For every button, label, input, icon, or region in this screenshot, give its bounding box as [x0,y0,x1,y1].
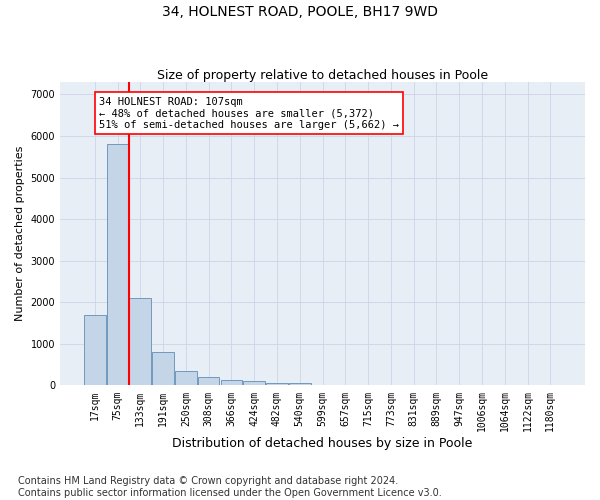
Y-axis label: Number of detached properties: Number of detached properties [15,146,25,322]
Text: 34 HOLNEST ROAD: 107sqm
← 48% of detached houses are smaller (5,372)
51% of semi: 34 HOLNEST ROAD: 107sqm ← 48% of detache… [99,96,399,130]
Bar [266,383,288,386]
Bar [152,352,174,386]
Text: Contains HM Land Registry data © Crown copyright and database right 2024.
Contai: Contains HM Land Registry data © Crown c… [18,476,442,498]
Bar [107,144,128,386]
Bar [244,381,265,386]
Bar [221,380,242,386]
Text: 34, HOLNEST ROAD, POOLE, BH17 9WD: 34, HOLNEST ROAD, POOLE, BH17 9WD [162,5,438,19]
Bar [130,298,151,386]
Title: Size of property relative to detached houses in Poole: Size of property relative to detached ho… [157,69,488,82]
Bar [198,377,220,386]
Bar [175,371,197,386]
X-axis label: Distribution of detached houses by size in Poole: Distribution of detached houses by size … [172,437,473,450]
Bar [289,384,311,386]
Bar [84,315,106,386]
